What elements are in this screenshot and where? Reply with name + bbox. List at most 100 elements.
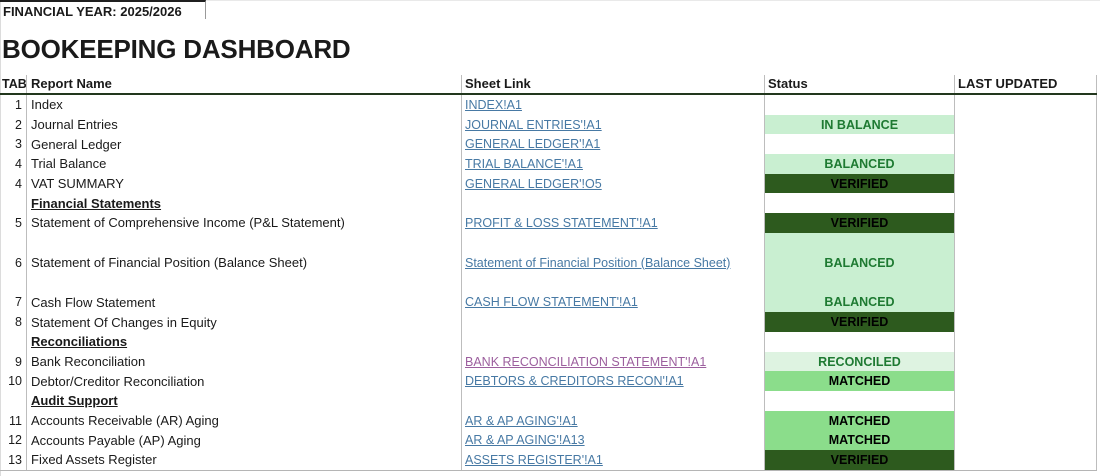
table-header-row: TAB Report Name Sheet Link Status LAST U… xyxy=(0,75,1097,95)
table-row: 4 Trial Balance TRIAL BALANCE'!A1 BALANCED xyxy=(0,154,1097,174)
report-name: Index xyxy=(27,95,462,115)
status-cell xyxy=(765,95,955,115)
sheet-link[interactable]: AR & AP AGING'!A1 xyxy=(465,413,578,428)
sheet-link[interactable]: GENERAL LEDGER'!O5 xyxy=(465,176,602,191)
last-updated-cell xyxy=(955,213,1097,233)
table-row: 1 Index INDEX!A1 xyxy=(0,95,1097,115)
section-label: Financial Statements xyxy=(27,193,462,214)
status-cell: MATCHED xyxy=(765,430,955,451)
last-updated-cell xyxy=(955,114,1097,135)
status-cell: VERIFIED xyxy=(765,173,955,194)
sheet-link-cell: GENERAL LEDGER'!O5 xyxy=(462,173,765,194)
sheet-link-cell xyxy=(462,331,765,352)
tab-number: 3 xyxy=(0,134,27,155)
table-row: 13 Fixed Assets Register ASSETS REGISTER'!… xyxy=(0,450,1097,470)
status-cell xyxy=(765,331,955,352)
table-row: 5 Statement of Comprehensive Income (P&L … xyxy=(0,213,1097,233)
sheet-link-cell xyxy=(462,391,765,411)
table-row: 3 General Ledger GENERAL LEDGER'!A1 xyxy=(0,134,1097,155)
last-updated-cell xyxy=(955,410,1097,431)
status-cell xyxy=(765,391,955,411)
sheet-link[interactable]: JOURNAL ENTRIES'!A1 xyxy=(465,117,602,132)
tab-number xyxy=(0,331,27,352)
sheet-link-cell: BANK RECONCILIATION STATEMENT'!A1 xyxy=(462,351,765,372)
tab-number: 7 xyxy=(0,292,27,313)
tab-number: 8 xyxy=(0,312,27,332)
tab-number: 2 xyxy=(0,114,27,135)
last-updated-cell xyxy=(955,193,1097,214)
sheet-link-cell: AR & AP AGING'!A1 xyxy=(462,410,765,431)
section-label: Audit Support xyxy=(27,391,462,411)
header-sheet-link: Sheet Link xyxy=(462,75,765,93)
status-cell: BALANCED xyxy=(765,292,955,313)
sheet-link[interactable]: TRIAL BALANCE'!A1 xyxy=(465,156,583,171)
status-cell: BALANCED xyxy=(765,154,955,174)
table-row: 12 Accounts Payable (AP) Aging AR & AP AGI… xyxy=(0,430,1097,451)
status-cell: IN BALANCE xyxy=(765,114,955,135)
status-cell: VERIFIED xyxy=(765,213,955,233)
report-name: Debtor/Creditor Reconciliation xyxy=(27,371,462,392)
last-updated-cell xyxy=(955,312,1097,332)
sheet-link[interactable]: ASSETS REGISTER'!A1 xyxy=(465,452,603,467)
sheet-link[interactable]: CASH FLOW STATEMENT'!A1 xyxy=(465,295,638,310)
report-name: VAT SUMMARY xyxy=(27,173,462,194)
last-updated-cell xyxy=(955,95,1097,115)
sheet-link-cell: GENERAL LEDGER'!A1 xyxy=(462,134,765,155)
financial-year-cell[interactable]: FINANCIAL YEAR: 2025/2026 xyxy=(0,0,206,19)
header-last-updated: LAST UPDATED xyxy=(955,75,1097,93)
section-row: Audit Support xyxy=(0,391,1097,411)
sheet-link-cell: Statement of Financial Position (Balance… xyxy=(462,232,765,293)
gridline xyxy=(0,0,1,476)
status-cell: VERIFIED xyxy=(765,450,955,470)
status-cell xyxy=(765,193,955,214)
tab-number: 12 xyxy=(0,430,27,451)
tab-number: 11 xyxy=(0,410,27,431)
last-updated-cell xyxy=(955,173,1097,194)
gridline xyxy=(0,0,1100,1)
report-name: Statement Of Changes in Equity xyxy=(27,312,462,332)
sheet-link[interactable]: INDEX!A1 xyxy=(465,97,522,112)
table-row: 10 Debtor/Creditor Reconciliation DEBTORS … xyxy=(0,371,1097,392)
sheet-link[interactable]: BANK RECONCILIATION STATEMENT'!A1 xyxy=(465,354,707,369)
tab-number xyxy=(0,391,27,411)
last-updated-cell xyxy=(955,430,1097,451)
section-row: Reconciliations xyxy=(0,331,1097,352)
sheet-link[interactable]: GENERAL LEDGER'!A1 xyxy=(465,137,601,152)
tab-number: 10 xyxy=(0,371,27,392)
tab-number: 4 xyxy=(0,154,27,174)
status-cell: RECONCILED xyxy=(765,351,955,372)
report-name: Journal Entries xyxy=(27,114,462,135)
tab-number: 5 xyxy=(0,213,27,233)
report-name: Accounts Receivable (AR) Aging xyxy=(27,410,462,431)
last-updated-cell xyxy=(955,292,1097,313)
header-status: Status xyxy=(765,75,955,93)
report-name: Trial Balance xyxy=(27,154,462,174)
sheet-link[interactable]: DEBTORS & CREDITORS RECON'!A1 xyxy=(465,374,684,389)
last-updated-cell xyxy=(955,134,1097,155)
sheet-link[interactable]: AR & AP AGING'!A13 xyxy=(465,433,585,448)
header-tab: TAB xyxy=(2,75,27,93)
section-row: Financial Statements xyxy=(0,193,1097,214)
tab-number: 13 xyxy=(0,450,27,470)
sheet-link-cell xyxy=(462,193,765,214)
table-row: 2 Journal Entries JOURNAL ENTRIES'!A1 IN BA… xyxy=(0,114,1097,135)
table-row: 9 Bank Reconciliation BANK RECONCILIATION … xyxy=(0,351,1097,372)
sheet-link[interactable]: Statement of Financial Position (Balance… xyxy=(465,255,731,270)
last-updated-cell xyxy=(955,154,1097,174)
status-cell xyxy=(765,134,955,155)
sheet-link-cell: DEBTORS & CREDITORS RECON'!A1 xyxy=(462,371,765,392)
sheet-link-cell: JOURNAL ENTRIES'!A1 xyxy=(462,114,765,135)
report-name: Cash Flow Statement xyxy=(27,292,462,313)
report-name: General Ledger xyxy=(27,134,462,155)
report-name: Statement of Comprehensive Income (P&L S… xyxy=(27,213,462,233)
tab-number: 4 xyxy=(0,173,27,194)
table-row: 7 Cash Flow Statement CASH FLOW STATEMENT'… xyxy=(0,292,1097,313)
sheet-link[interactable]: PROFIT & LOSS STATEMENT'!A1 xyxy=(465,215,658,230)
header-report-name: Report Name xyxy=(27,75,462,93)
table-row: 11 Accounts Receivable (AR) Aging AR & AP … xyxy=(0,410,1097,431)
last-updated-cell xyxy=(955,371,1097,392)
status-cell: MATCHED xyxy=(765,410,955,431)
table-row: 4 VAT SUMMARY GENERAL LEDGER'!O5 VERIFIED xyxy=(0,173,1097,194)
report-name: Accounts Payable (AP) Aging xyxy=(27,430,462,451)
